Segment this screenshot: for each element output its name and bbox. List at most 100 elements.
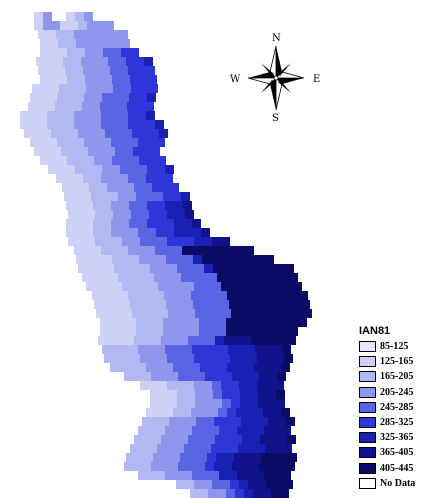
map-cell	[163, 327, 172, 336]
map-cell	[184, 300, 193, 309]
map-cell	[119, 111, 128, 120]
map-cell	[206, 435, 215, 444]
map-cell	[222, 309, 231, 318]
map-cell	[169, 417, 178, 426]
map-cell	[173, 363, 182, 372]
map-cell	[127, 192, 136, 201]
map-cell	[266, 480, 275, 489]
map-cell	[286, 462, 295, 471]
map-cell	[149, 84, 158, 93]
map-cell	[217, 273, 226, 282]
map-cell	[213, 390, 222, 399]
map-cell	[123, 129, 132, 138]
map-cell	[92, 291, 101, 300]
map-cell	[101, 291, 110, 300]
map-cell	[147, 345, 156, 354]
map-cell	[133, 462, 142, 471]
compass-south-label: S	[272, 113, 279, 124]
map-cell	[175, 444, 184, 453]
map-cell	[173, 408, 182, 417]
map-cell	[102, 165, 111, 174]
map-cell	[146, 408, 155, 417]
map-cell	[195, 390, 204, 399]
map-cell	[137, 174, 146, 183]
map-cell	[101, 30, 110, 39]
map-cell	[150, 129, 159, 138]
map-cell	[223, 417, 232, 426]
map-cell	[131, 354, 140, 363]
map-cell	[105, 129, 114, 138]
map-cell	[188, 336, 197, 345]
map-cell	[145, 327, 154, 336]
map-cell	[194, 381, 203, 390]
map-cell	[215, 336, 224, 345]
map-cell	[146, 120, 155, 129]
map-cell	[29, 111, 38, 120]
map-cell	[84, 228, 93, 237]
map-cell	[65, 30, 74, 39]
legend-label: 165-205	[380, 371, 414, 383]
map-cell	[128, 291, 137, 300]
map-cell	[243, 453, 252, 462]
map-cell	[56, 120, 65, 129]
map-cell	[226, 318, 235, 327]
map-cell	[219, 345, 228, 354]
map-cell	[114, 309, 123, 318]
map-cell	[109, 102, 118, 111]
map-cell	[33, 129, 42, 138]
map-cell	[30, 93, 39, 102]
map-cell	[275, 354, 284, 363]
map-cell	[111, 165, 120, 174]
map-cell	[34, 12, 43, 21]
map-cell	[254, 291, 263, 300]
map-cell	[66, 12, 75, 21]
map-cell	[161, 183, 170, 192]
map-cell	[43, 21, 52, 30]
rainfall-map	[20, 12, 312, 498]
map-cell	[273, 345, 282, 354]
map-cell	[40, 39, 49, 48]
map-cell	[128, 246, 137, 255]
map-cell	[192, 219, 201, 228]
map-cell	[38, 120, 47, 129]
map-cell	[154, 318, 163, 327]
map-cell	[221, 282, 230, 291]
map-cell	[145, 273, 154, 282]
map-cell	[235, 318, 244, 327]
map-cell	[127, 318, 136, 327]
map-cell	[275, 480, 284, 489]
map-cell	[266, 354, 275, 363]
map-cell	[130, 48, 139, 57]
map-cell	[258, 264, 267, 273]
map-cell	[119, 66, 128, 75]
map-cell	[49, 156, 58, 165]
map-cell	[149, 354, 158, 363]
map-cell	[257, 480, 266, 489]
map-cell	[107, 183, 116, 192]
map-cell	[206, 336, 215, 345]
map-cell	[58, 75, 67, 84]
map-cell	[58, 48, 67, 57]
map-cell	[94, 39, 103, 48]
map-cell	[245, 246, 254, 255]
map-cell	[98, 336, 107, 345]
map-cell	[134, 435, 143, 444]
map-cell	[246, 426, 255, 435]
map-cell	[269, 435, 278, 444]
legend-row: 365-405	[359, 445, 431, 460]
map-cell	[144, 453, 153, 462]
compass-east-label: E	[313, 74, 320, 85]
map-cell	[110, 246, 119, 255]
map-cell	[275, 381, 284, 390]
map-cell	[133, 372, 142, 381]
map-cell	[121, 156, 130, 165]
map-cell	[101, 66, 110, 75]
map-cell	[109, 318, 118, 327]
map-cell	[254, 363, 263, 372]
map-cell	[72, 57, 81, 66]
map-cell	[159, 264, 168, 273]
map-cell	[179, 435, 188, 444]
map-cell	[100, 273, 109, 282]
map-cell	[176, 210, 185, 219]
map-cell	[82, 273, 91, 282]
